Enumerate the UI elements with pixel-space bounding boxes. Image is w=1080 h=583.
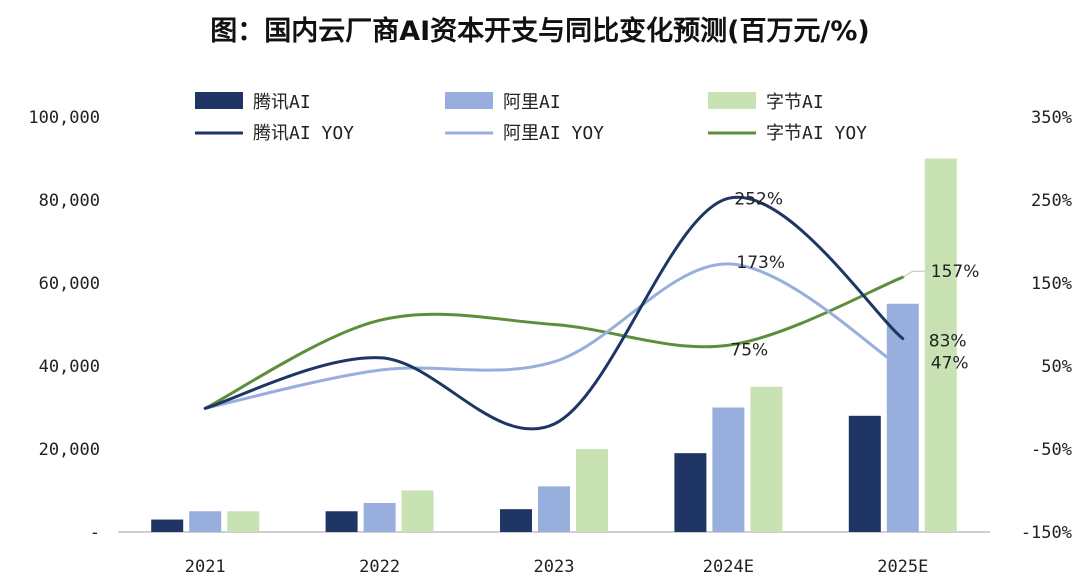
bar <box>325 511 358 532</box>
axes: - 20,000 40,000 60,000 80,000 100,000 -150% -50… <box>28 108 1072 577</box>
data-label: 252% <box>734 189 783 209</box>
line-series <box>203 275 905 410</box>
legend-swatch <box>445 92 493 109</box>
bar <box>227 511 260 532</box>
lines <box>203 195 905 431</box>
legend-label: 腾讯AI <box>253 92 311 113</box>
x-tick-label: 2021 <box>185 557 226 577</box>
y-left-tick-label: 80,000 <box>39 191 100 211</box>
legend-label: 字节AI YOY <box>766 123 867 144</box>
x-tick-label: 2023 <box>534 557 575 577</box>
data-label: 173% <box>736 253 785 273</box>
bars <box>151 158 957 532</box>
bar <box>401 490 434 532</box>
bar <box>189 511 222 532</box>
legend-label: 阿里AI YOY <box>503 123 604 144</box>
y-left-tick-label: 60,000 <box>39 274 100 294</box>
y-right-tick-label: 350% <box>1031 108 1072 128</box>
bar <box>538 486 570 532</box>
bar <box>500 509 532 532</box>
bar <box>886 303 919 532</box>
y-left-tick-label: - <box>90 523 100 543</box>
x-tick-label: 2024E <box>703 557 754 577</box>
bar <box>151 519 184 532</box>
annotations: 252% 173% 75% 157% 47%83% <box>730 189 979 373</box>
legend: 腾讯AI 阿里AI 字节AI 腾讯AI YOY 阿里AI YOY 字节AI YOY <box>195 92 867 144</box>
bar <box>712 407 745 532</box>
data-label: 75% <box>730 340 768 360</box>
bar <box>576 449 608 532</box>
bar <box>848 415 881 532</box>
bar <box>674 453 707 532</box>
y-right-tick-label: -50% <box>1031 440 1072 460</box>
data-label: 157% <box>931 262 980 282</box>
bar <box>363 502 396 532</box>
legend-label: 腾讯AI YOY <box>253 123 354 144</box>
y-right-tick-label: -150% <box>1021 523 1072 543</box>
y-left-tick-label: 40,000 <box>39 357 100 377</box>
x-tick-label: 2025E <box>877 557 928 577</box>
y-left-tick-label: 20,000 <box>39 440 100 460</box>
y-right-tick-label: 50% <box>1041 357 1072 377</box>
line-series <box>203 262 905 410</box>
legend-label: 字节AI <box>766 92 824 113</box>
x-tick-label: 2022 <box>359 557 400 577</box>
y-right-tick-label: 250% <box>1031 191 1072 211</box>
legend-swatch <box>708 92 756 109</box>
y-left-tick-label: 100,000 <box>28 108 100 128</box>
data-label: 47% <box>931 353 969 373</box>
data-label: 83% <box>929 332 967 352</box>
legend-label: 阿里AI <box>503 92 561 113</box>
chart-title: 图：国内云厂商AI资本开支与同比变化预测(百万元/%) <box>210 15 870 47</box>
y-right-tick-label: 150% <box>1031 274 1072 294</box>
leader-line <box>902 270 925 278</box>
legend-swatch <box>195 92 243 109</box>
line-series <box>203 195 905 431</box>
bar <box>750 386 783 532</box>
bar <box>924 158 957 532</box>
